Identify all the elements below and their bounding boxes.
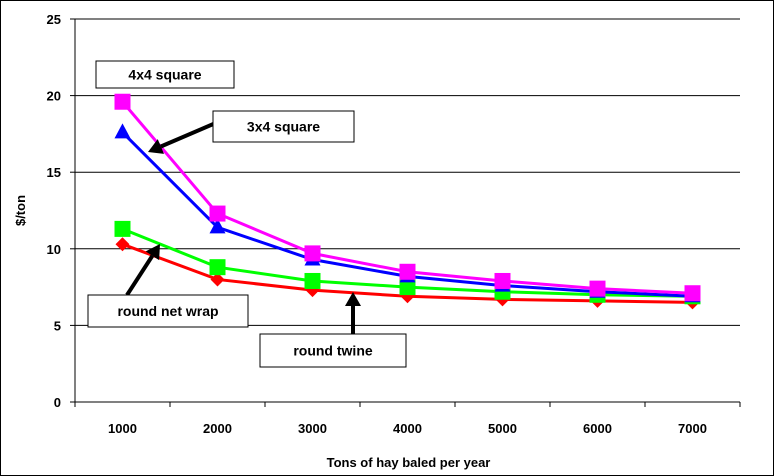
- callout-arrow-line: [125, 254, 155, 297]
- data-point: [684, 285, 701, 302]
- callout-box: [212, 110, 355, 143]
- data-point: [114, 93, 131, 110]
- callout-arrowhead: [148, 139, 165, 154]
- y-tick-label: 20: [47, 89, 61, 104]
- ticks: 0 5 10 15 20 25 1000 2000 3000 4000 5000 6000 7000: [47, 12, 741, 436]
- y-tick-label: 10: [47, 242, 61, 257]
- gridlines: [75, 18, 740, 326]
- data-point: [209, 218, 226, 234]
- data-point: [399, 279, 416, 296]
- y-tick-label: 25: [47, 12, 61, 27]
- x-tick-label: 3000: [298, 421, 327, 436]
- callout-label: 3x4 square: [247, 119, 320, 135]
- callout-arrowhead: [145, 244, 160, 261]
- callout-label: round twine: [293, 343, 373, 359]
- callout-label: round net wrap: [117, 303, 218, 319]
- x-tick-label: 4000: [393, 421, 422, 436]
- data-point: [114, 123, 131, 139]
- callout-arrowhead: [345, 292, 361, 306]
- y-axis-title: $/ton: [13, 195, 28, 226]
- 3x4-square-callout: 3x4 square: [148, 110, 355, 154]
- series-4x4-square: [114, 93, 701, 302]
- callout-box: [87, 294, 249, 328]
- axes: [74, 19, 740, 403]
- 4x4-square-callout: 4x4 square: [95, 60, 235, 89]
- x-tick-label: 5000: [488, 421, 517, 436]
- x-tick-label: 7000: [678, 421, 707, 436]
- data-point: [304, 245, 321, 262]
- callouts: 4x4 square 3x4 square round net wrap round …: [87, 60, 407, 368]
- series-layer: [114, 93, 701, 310]
- data-point: [209, 259, 226, 276]
- x-axis-title: Tons of hay baled per year: [327, 455, 491, 470]
- y-tick-label: 5: [54, 318, 61, 333]
- data-point: [589, 280, 606, 297]
- data-point: [399, 263, 416, 280]
- data-point: [115, 237, 130, 252]
- y-tick-label: 15: [47, 165, 61, 180]
- callout-box: [95, 60, 235, 89]
- data-point: [304, 272, 321, 289]
- callout-box: [259, 333, 407, 368]
- x-tick-label: 6000: [583, 421, 612, 436]
- round-net-wrap-callout: round net wrap: [87, 244, 249, 328]
- data-point: [210, 272, 225, 287]
- x-tick-label: 1000: [108, 421, 137, 436]
- data-point: [494, 272, 511, 289]
- data-point: [209, 205, 226, 222]
- callout-label: 4x4 square: [128, 67, 201, 83]
- x-tick-label: 2000: [203, 421, 232, 436]
- data-point: [114, 220, 131, 237]
- y-tick-label: 0: [54, 395, 61, 410]
- callout-arrow-line: [160, 120, 219, 149]
- round-twine-callout: round twine: [259, 292, 407, 368]
